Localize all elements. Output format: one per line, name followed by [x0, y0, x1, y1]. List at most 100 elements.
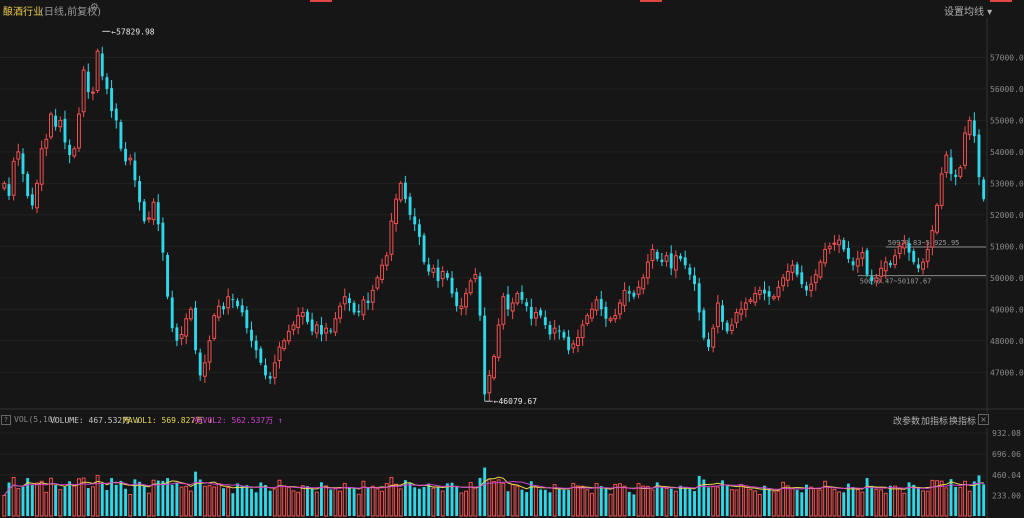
- candle-body: [95, 50, 100, 92]
- candle: [693, 267, 696, 291]
- candle-body: [450, 277, 454, 294]
- candle-body: [427, 264, 431, 272]
- change-params-button[interactable]: 改参数: [893, 417, 921, 427]
- candle-body: [166, 255, 170, 297]
- candle-body: [972, 120, 976, 137]
- candle-body: [54, 115, 58, 127]
- candle-body: [613, 315, 618, 320]
- candle: [963, 126, 967, 170]
- candle-body: [790, 264, 795, 273]
- candle: [944, 151, 949, 178]
- candle: [240, 298, 244, 317]
- candle-body: [539, 310, 543, 316]
- candle-body: [664, 255, 669, 262]
- candle-body: [697, 283, 701, 313]
- candle: [21, 148, 25, 183]
- candle: [408, 192, 412, 221]
- candle-body: [431, 267, 436, 273]
- add-indicator-button[interactable]: 加指标: [921, 417, 949, 427]
- candle-body: [398, 182, 403, 201]
- candle: [874, 273, 879, 287]
- vol-bar: [575, 485, 580, 517]
- candle: [707, 332, 710, 352]
- candle-body: [813, 274, 818, 284]
- candle: [893, 249, 898, 269]
- candle-body: [599, 299, 603, 310]
- candle: [63, 110, 67, 150]
- volume-chart[interactable]: 932.08 696.06 460.04 233.00: [0, 428, 1024, 518]
- candle-body: [170, 297, 174, 329]
- candle-body: [492, 356, 496, 379]
- candle: [329, 328, 333, 334]
- vol-bar: [11, 477, 16, 517]
- vol-bar: [827, 486, 832, 517]
- vol-bar: [30, 484, 34, 516]
- candle: [184, 313, 189, 345]
- candle-body: [580, 324, 585, 339]
- candle-body: [207, 340, 212, 363]
- help-icon[interactable]: ?: [1, 415, 11, 425]
- candle-body: [935, 204, 939, 233]
- vol-bar: [146, 492, 151, 517]
- ma-settings-button[interactable]: 设置均线 ▾: [944, 7, 993, 18]
- vol-bar: [188, 490, 193, 517]
- candlestick-chart[interactable]: 57000.0 56000.0 55000.0 54000.0 53000.0 52000…: [0, 18, 1024, 413]
- candle: [222, 302, 225, 315]
- candle: [455, 288, 459, 312]
- vol-bar: [711, 486, 716, 517]
- vol-bar: [310, 488, 314, 516]
- candle: [100, 46, 104, 81]
- candle: [161, 217, 165, 261]
- candle-body: [413, 216, 417, 225]
- candle-body: [277, 346, 282, 361]
- candle-body: [188, 308, 193, 320]
- vol-bar: [767, 488, 771, 516]
- accent-mark: [310, 0, 332, 2]
- candle-body: [809, 283, 814, 291]
- candle-body: [562, 332, 566, 338]
- candle: [468, 278, 473, 296]
- accent-mark: [640, 0, 662, 2]
- candle-body: [636, 286, 641, 295]
- candle-body: [967, 119, 972, 136]
- candle-body: [138, 181, 142, 203]
- vol-bar: [464, 490, 468, 517]
- vol-bar: [72, 485, 77, 517]
- gear-icon[interactable]: ⚙: [90, 2, 99, 13]
- vol-bar: [805, 484, 808, 516]
- candle-body: [617, 302, 622, 315]
- switch-indicator-button[interactable]: 换指标: [949, 417, 977, 427]
- candle: [44, 133, 49, 157]
- candle-body: [963, 132, 967, 166]
- vol-bar: [450, 482, 454, 516]
- vol-bar: [300, 485, 305, 517]
- volume-value: VOLUME: 467.532万 ↓: [50, 416, 140, 425]
- candle: [314, 321, 319, 339]
- candle-body: [589, 308, 594, 319]
- candle: [142, 198, 146, 224]
- vol-bar: [893, 485, 898, 517]
- vol-bar: [202, 485, 207, 517]
- vol-bar: [254, 492, 258, 516]
- vol-bar: [105, 489, 109, 516]
- candle: [175, 323, 179, 347]
- candle: [529, 298, 533, 326]
- candle: [897, 242, 902, 259]
- candle: [179, 326, 184, 346]
- candle-body: [58, 119, 63, 128]
- candle: [879, 260, 884, 284]
- candle: [785, 263, 790, 287]
- close-icon[interactable]: ×: [978, 414, 989, 425]
- candle-body: [361, 299, 366, 316]
- candle-body: [357, 310, 361, 313]
- candle-body: [715, 302, 720, 328]
- candle-body: [721, 305, 724, 322]
- vol-bar: [455, 486, 459, 516]
- candle-body: [100, 53, 104, 77]
- vol-bar: [748, 488, 753, 517]
- candle-body: [329, 330, 333, 332]
- vol-bar: [413, 487, 417, 516]
- candle-body: [506, 294, 510, 310]
- candle: [763, 281, 766, 301]
- candle-body: [693, 275, 696, 285]
